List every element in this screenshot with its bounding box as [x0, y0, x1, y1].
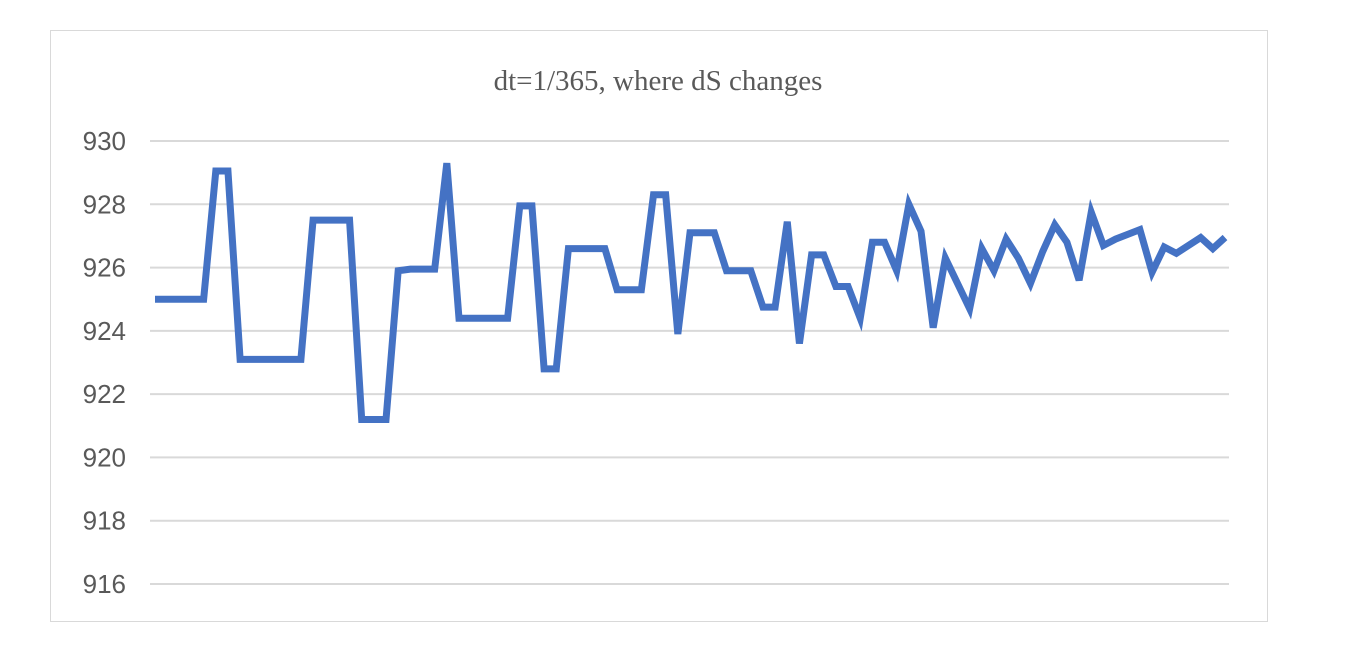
y-tick-label: 924: [83, 316, 126, 346]
y-tick-label: 928: [83, 189, 126, 219]
y-tick-label: 930: [83, 126, 126, 156]
series-layer: [155, 162, 1228, 423]
y-tick-label: 918: [83, 506, 126, 536]
line-chart: dt=1/365, where dS changes 9309289269249…: [83, 65, 1229, 599]
chart-area: dt=1/365, where dS changes 930 928 926 924 9…: [50, 30, 1268, 622]
chart-title: dt=1/365, where dS changes: [494, 65, 823, 97]
y-tick-label: 920: [83, 442, 126, 472]
y-tick-label: 922: [83, 379, 126, 409]
y-tick-label: 916: [83, 569, 126, 599]
y-tick-label: 926: [83, 253, 126, 283]
y-axis-tick-labels: 930 928 926 924 922 920 918 916: [83, 126, 126, 599]
gridlines: [150, 140, 1229, 585]
series-line: [155, 162, 1228, 423]
